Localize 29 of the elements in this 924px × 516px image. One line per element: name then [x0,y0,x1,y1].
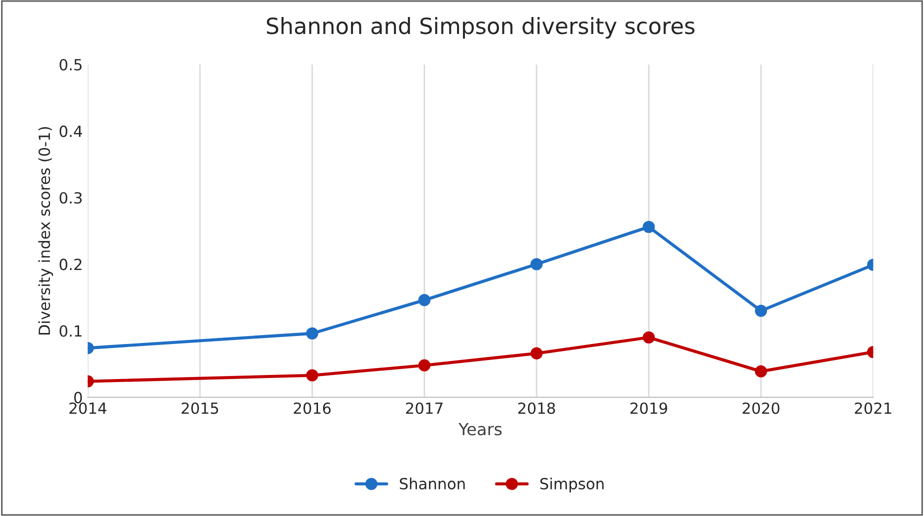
point [754,365,768,378]
x-tick-label: 2017 [406,402,443,414]
y-tick-label: 0.1 [60,325,82,337]
point [642,331,655,344]
x-tick-label: 2015 [182,402,218,414]
x-tick-label: 2020 [742,402,780,414]
point [754,304,768,317]
y-axis-title: Diversity index scores (0-1) [38,127,54,335]
y-tick-label: 0.4 [60,126,82,138]
point [418,294,430,306]
y-tick-label: 0 [74,392,82,404]
y-tick-label: 0.5 [60,58,82,71]
y-tick-label: 0.3 [60,192,82,204]
legend-label: Shannon [400,478,465,490]
point [306,327,318,340]
x-tick-label: 2016 [294,402,331,414]
x-tick-label: 2014 [69,402,106,414]
point [642,220,655,233]
legend-label: Simpson [540,478,604,492]
point [530,347,543,360]
x-tick-label: 2019 [630,402,668,414]
x-tick-label: 2021 [854,402,892,414]
point [306,369,318,382]
chart-title: Shannon and Simpson diversity scores [266,17,694,39]
point [418,359,430,372]
x-tick-label: 2018 [518,402,555,414]
y-tick-label: 0.2 [60,258,82,270]
point [530,258,543,270]
x-axis-title: Years [458,423,502,436]
